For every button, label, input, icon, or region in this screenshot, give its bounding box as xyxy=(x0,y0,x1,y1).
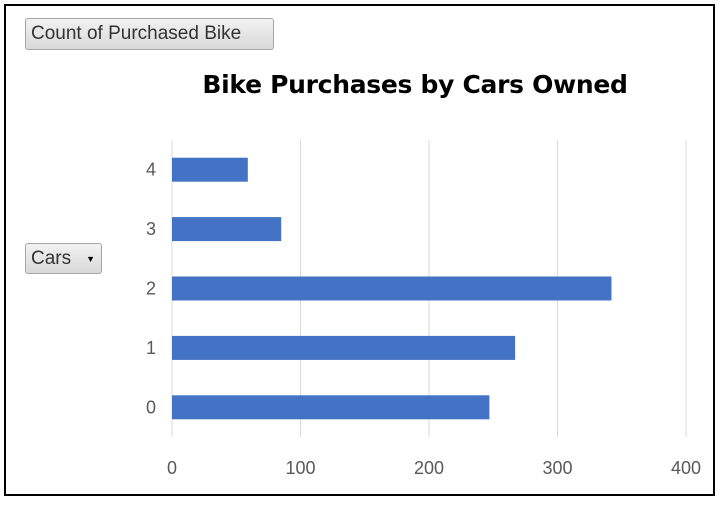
x-tick-label: 400 xyxy=(671,458,701,478)
chart-title: Bike Purchases by Cars Owned xyxy=(202,70,628,99)
bar-cars-0[interactable] xyxy=(172,395,490,420)
y-tick-label: 0 xyxy=(146,397,156,417)
axis-field-label: Cars xyxy=(31,247,72,269)
x-tick-label: 100 xyxy=(285,458,315,478)
axis-field-button[interactable]: Cars ▼ xyxy=(25,243,102,274)
y-tick-label: 3 xyxy=(146,219,156,239)
y-tick-label: 4 xyxy=(146,160,156,180)
bar-cars-3[interactable] xyxy=(172,217,282,242)
value-field-button[interactable]: Count of Purchased Bike xyxy=(25,18,274,50)
x-tick-label: 0 xyxy=(167,458,177,478)
y-tick-label: 2 xyxy=(146,279,156,299)
bar-cars-2[interactable] xyxy=(172,276,612,301)
bar-cars-4[interactable] xyxy=(172,157,248,182)
dropdown-arrow-icon: ▼ xyxy=(86,253,95,264)
y-tick-label: 1 xyxy=(146,338,156,358)
x-tick-label: 300 xyxy=(542,458,572,478)
bar-cars-1[interactable] xyxy=(172,335,516,360)
x-tick-label: 200 xyxy=(414,458,444,478)
value-field-label: Count of Purchased Bike xyxy=(31,23,242,44)
